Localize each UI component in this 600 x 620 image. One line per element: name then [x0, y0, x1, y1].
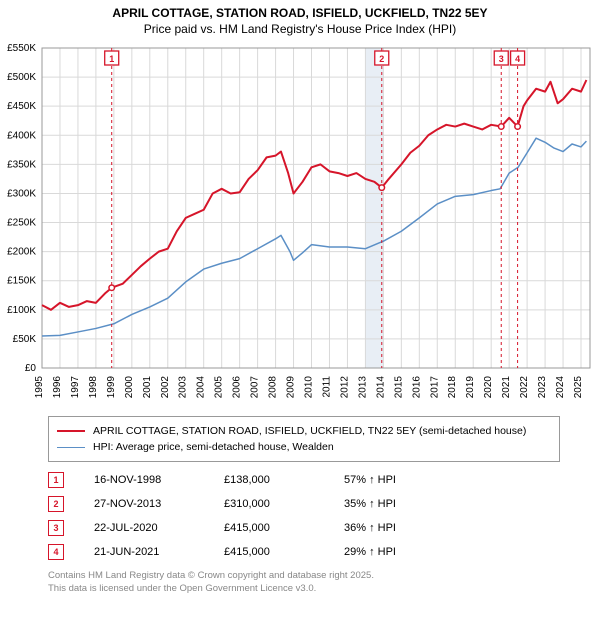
svg-text:2015: 2015 — [393, 376, 404, 399]
svg-text:2017: 2017 — [429, 376, 440, 399]
svg-text:1996: 1996 — [52, 376, 63, 399]
svg-text:1999: 1999 — [106, 376, 117, 399]
svg-text:£150K: £150K — [7, 276, 36, 287]
sale-marker-1: 1 — [48, 472, 64, 488]
legend: APRIL COTTAGE, STATION ROAD, ISFIELD, UC… — [48, 416, 560, 462]
svg-text:£500K: £500K — [7, 72, 36, 83]
chart-title-address: APRIL COTTAGE, STATION ROAD, ISFIELD, UC… — [0, 6, 600, 20]
sale-date-4: 21-JUN-2021 — [94, 546, 224, 558]
svg-text:2: 2 — [379, 54, 384, 64]
sale-hpi-1: 57% ↑ HPI — [344, 474, 464, 486]
sale-row-4: 4 21-JUN-2021 £415,000 29% ↑ HPI — [48, 540, 560, 564]
svg-text:2008: 2008 — [268, 376, 279, 399]
sale-price-2: £310,000 — [224, 498, 344, 510]
svg-text:2022: 2022 — [519, 376, 530, 399]
svg-text:2000: 2000 — [124, 376, 135, 399]
svg-text:2024: 2024 — [555, 376, 566, 399]
legend-swatch-property — [57, 430, 85, 432]
svg-text:3: 3 — [499, 54, 504, 64]
svg-text:2004: 2004 — [196, 376, 207, 399]
svg-text:1995: 1995 — [34, 376, 45, 399]
sale-hpi-3: 36% ↑ HPI — [344, 522, 464, 534]
footnote-line1: Contains HM Land Registry data © Crown c… — [48, 570, 560, 583]
svg-text:2002: 2002 — [160, 376, 171, 399]
sale-date-1: 16-NOV-1998 — [94, 474, 224, 486]
svg-text:£100K: £100K — [7, 305, 36, 316]
sale-price-4: £415,000 — [224, 546, 344, 558]
sale-date-2: 27-NOV-2013 — [94, 498, 224, 510]
svg-text:2011: 2011 — [321, 376, 332, 398]
chart-container: APRIL COTTAGE, STATION ROAD, ISFIELD, UC… — [0, 0, 600, 596]
footnote: Contains HM Land Registry data © Crown c… — [48, 570, 560, 596]
footnote-line2: This data is licensed under the Open Gov… — [48, 583, 560, 596]
sale-row-1: 1 16-NOV-1998 £138,000 57% ↑ HPI — [48, 468, 560, 492]
svg-text:2021: 2021 — [501, 376, 512, 399]
svg-text:£400K: £400K — [7, 130, 36, 141]
svg-text:£250K: £250K — [7, 218, 36, 229]
svg-text:1997: 1997 — [70, 376, 81, 399]
chart-svg: £0 £50K £100K £150K £200K £250K £300K £350K £400… — [0, 38, 600, 408]
sale-row-3: 3 22-JUL-2020 £415,000 36% ↑ HPI — [48, 516, 560, 540]
sale-hpi-4: 29% ↑ HPI — [344, 546, 464, 558]
svg-text:£350K: £350K — [7, 159, 36, 170]
svg-text:£450K: £450K — [7, 101, 36, 112]
svg-text:1: 1 — [109, 54, 114, 64]
svg-text:2009: 2009 — [286, 376, 297, 399]
sale-price-1: £138,000 — [224, 474, 344, 486]
svg-text:£200K: £200K — [7, 247, 36, 258]
svg-text:4: 4 — [515, 54, 520, 64]
chart-subtitle: Price paid vs. HM Land Registry's House … — [0, 22, 600, 36]
chart-plot-area: £0 £50K £100K £150K £200K £250K £300K £350K £400… — [0, 38, 600, 408]
svg-text:2014: 2014 — [375, 376, 386, 399]
svg-text:2003: 2003 — [178, 376, 189, 399]
svg-text:2012: 2012 — [339, 376, 350, 399]
sale-date-3: 22-JUL-2020 — [94, 522, 224, 534]
sales-table: 1 16-NOV-1998 £138,000 57% ↑ HPI 2 27-NO… — [48, 468, 560, 564]
svg-text:2001: 2001 — [142, 376, 153, 399]
svg-text:2025: 2025 — [573, 376, 584, 399]
sale-hpi-2: 35% ↑ HPI — [344, 498, 464, 510]
svg-text:2013: 2013 — [357, 376, 368, 399]
legend-item-hpi: HPI: Average price, semi-detached house,… — [57, 439, 551, 455]
legend-label-hpi: HPI: Average price, semi-detached house,… — [93, 441, 334, 453]
sale-marker-4: 4 — [48, 544, 64, 560]
title-block: APRIL COTTAGE, STATION ROAD, ISFIELD, UC… — [0, 0, 600, 38]
legend-item-property: APRIL COTTAGE, STATION ROAD, ISFIELD, UC… — [57, 423, 551, 439]
sale-marker-3: 3 — [48, 520, 64, 536]
svg-text:1998: 1998 — [88, 376, 99, 399]
legend-label-property: APRIL COTTAGE, STATION ROAD, ISFIELD, UC… — [93, 425, 526, 437]
svg-text:2007: 2007 — [250, 376, 261, 399]
sale-price-3: £415,000 — [224, 522, 344, 534]
svg-text:£0: £0 — [25, 363, 37, 374]
svg-text:2010: 2010 — [304, 376, 315, 399]
svg-text:2020: 2020 — [483, 376, 494, 399]
svg-text:£300K: £300K — [7, 188, 36, 199]
svg-text:2023: 2023 — [537, 376, 548, 399]
svg-text:2019: 2019 — [465, 376, 476, 399]
svg-text:£550K: £550K — [7, 43, 36, 54]
svg-text:2006: 2006 — [232, 376, 243, 399]
svg-text:2005: 2005 — [214, 376, 225, 399]
svg-text:£50K: £50K — [13, 334, 37, 345]
svg-text:2018: 2018 — [447, 376, 458, 399]
sale-marker-2: 2 — [48, 496, 64, 512]
sale-row-2: 2 27-NOV-2013 £310,000 35% ↑ HPI — [48, 492, 560, 516]
legend-swatch-hpi — [57, 447, 85, 448]
svg-text:2016: 2016 — [411, 376, 422, 399]
